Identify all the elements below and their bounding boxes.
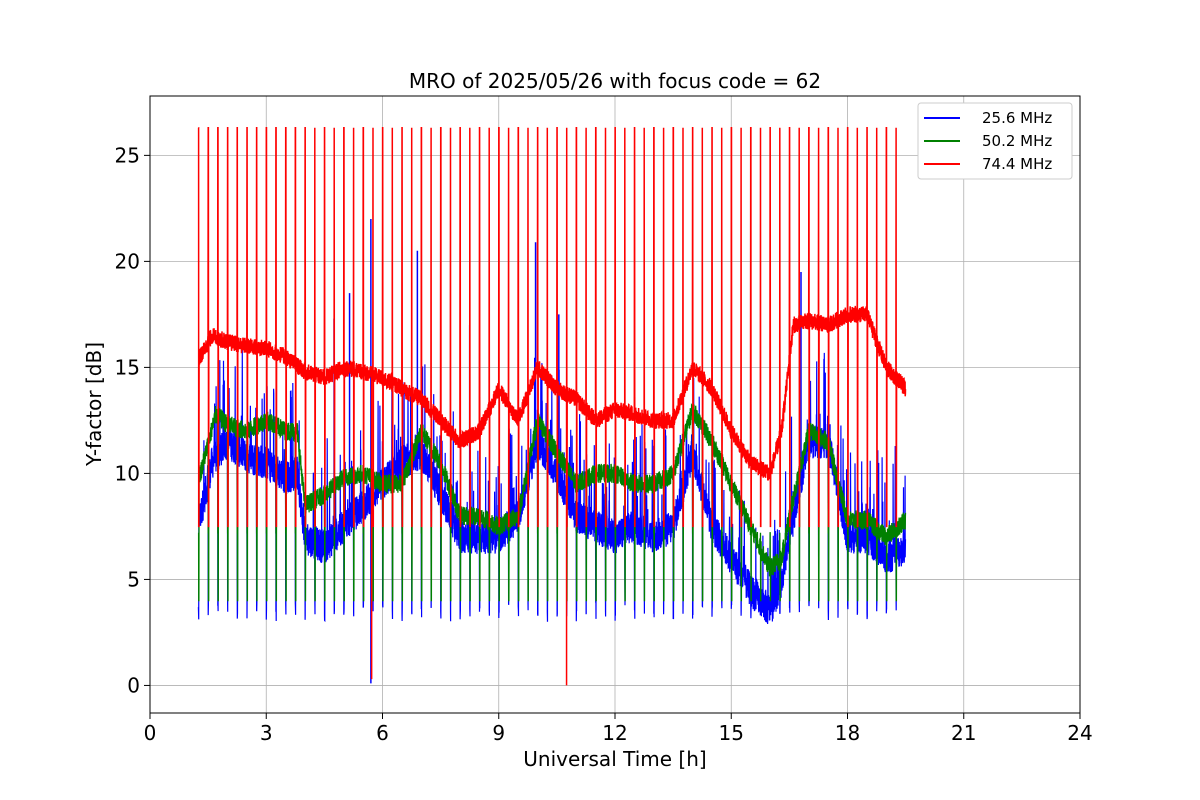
y-tick-label: 0 <box>127 673 140 697</box>
legend-label: 25.6 MHz <box>982 109 1052 127</box>
x-tick-label: 6 <box>376 721 389 745</box>
x-tick-label: 3 <box>260 721 273 745</box>
legend-box <box>917 102 1073 180</box>
series-layer <box>197 127 907 686</box>
x-tick-label: 15 <box>719 721 744 745</box>
x-tick-label: 9 <box>492 721 505 745</box>
x-tick-label: 12 <box>602 721 627 745</box>
y-tick-label: 10 <box>115 461 140 485</box>
legend-label: 50.2 MHz <box>982 132 1052 150</box>
x-tick-label: 24 <box>1067 721 1092 745</box>
y-tick-label: 5 <box>127 567 140 591</box>
y-tick-label: 20 <box>115 249 140 273</box>
legend-label: 74.4 MHz <box>982 155 1052 173</box>
x-axis-label: Universal Time [h] <box>523 747 706 771</box>
x-tick-label: 0 <box>144 721 157 745</box>
y-axis-label: Y-factor [dB] <box>82 342 106 467</box>
y-tick-label: 15 <box>115 355 140 379</box>
chart-title: MRO of 2025/05/26 with focus code = 62 <box>409 69 821 93</box>
x-tick-label: 18 <box>835 721 860 745</box>
legend: 25.6 MHz 50.2 MHz 74.4 MHz <box>917 102 1073 180</box>
series-line-50-2-mhz <box>197 403 907 602</box>
y-axis: 0 5 10 15 20 25 <box>115 143 150 697</box>
x-tick-label: 21 <box>951 721 976 745</box>
series-line-74-4-mhz <box>197 127 907 528</box>
x-axis: 0 3 6 9 12 15 18 21 24 <box>144 713 1093 745</box>
y-tick-label: 25 <box>115 143 140 167</box>
